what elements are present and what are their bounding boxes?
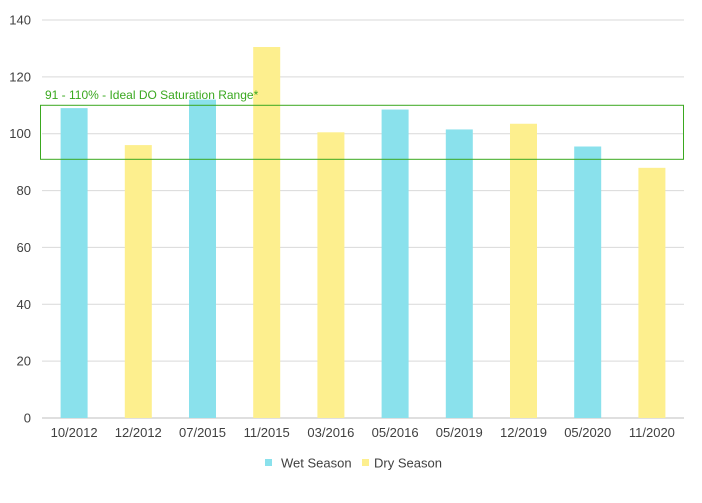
bar-wet-season	[445, 129, 473, 418]
y-tick-label: 20	[17, 354, 31, 369]
x-tick-label: 11/2015	[244, 425, 290, 440]
bar-wet-season	[60, 108, 88, 418]
bar-dry-season	[124, 145, 152, 419]
x-tick-label: 10/2012	[51, 425, 98, 440]
x-tick-label: 05/2019	[436, 425, 483, 440]
y-tick-label: 40	[17, 297, 31, 312]
bar-wet-season	[381, 109, 409, 419]
bar-wet-season	[574, 146, 602, 418]
y-tick-label: 80	[17, 183, 31, 198]
bar-dry-season	[253, 47, 281, 418]
ideal-range-label: 91 - 110% - Ideal DO Saturation Range*	[45, 88, 259, 102]
y-tick-label: 120	[9, 69, 31, 84]
y-tick-label: 0	[24, 411, 31, 426]
bar-dry-season	[510, 123, 537, 418]
x-tick-label: 05/2016	[372, 425, 419, 440]
x-tick-label: 05/2020	[564, 425, 611, 440]
x-tick-label: 03/2016	[307, 425, 354, 440]
bar-wet-season	[189, 99, 216, 418]
legend-label-dry: Dry Season	[374, 456, 442, 471]
x-tick-label: 07/2015	[179, 425, 226, 440]
ideal-range-box	[40, 104, 684, 160]
y-tick-label: 60	[17, 240, 31, 255]
legend-swatch-dry	[362, 459, 369, 466]
x-tick-label: 12/2012	[115, 425, 162, 440]
x-tick-label: 12/2019	[500, 425, 547, 440]
y-tick-label: 100	[9, 126, 31, 141]
x-tick-label: 11/2020	[629, 425, 675, 440]
legend-label-wet: Wet Season	[281, 456, 352, 471]
y-tick-label: 140	[9, 13, 31, 28]
legend-swatch-wet	[265, 459, 272, 466]
bar-dry-season	[317, 132, 345, 419]
bar-dry-season	[638, 167, 666, 418]
